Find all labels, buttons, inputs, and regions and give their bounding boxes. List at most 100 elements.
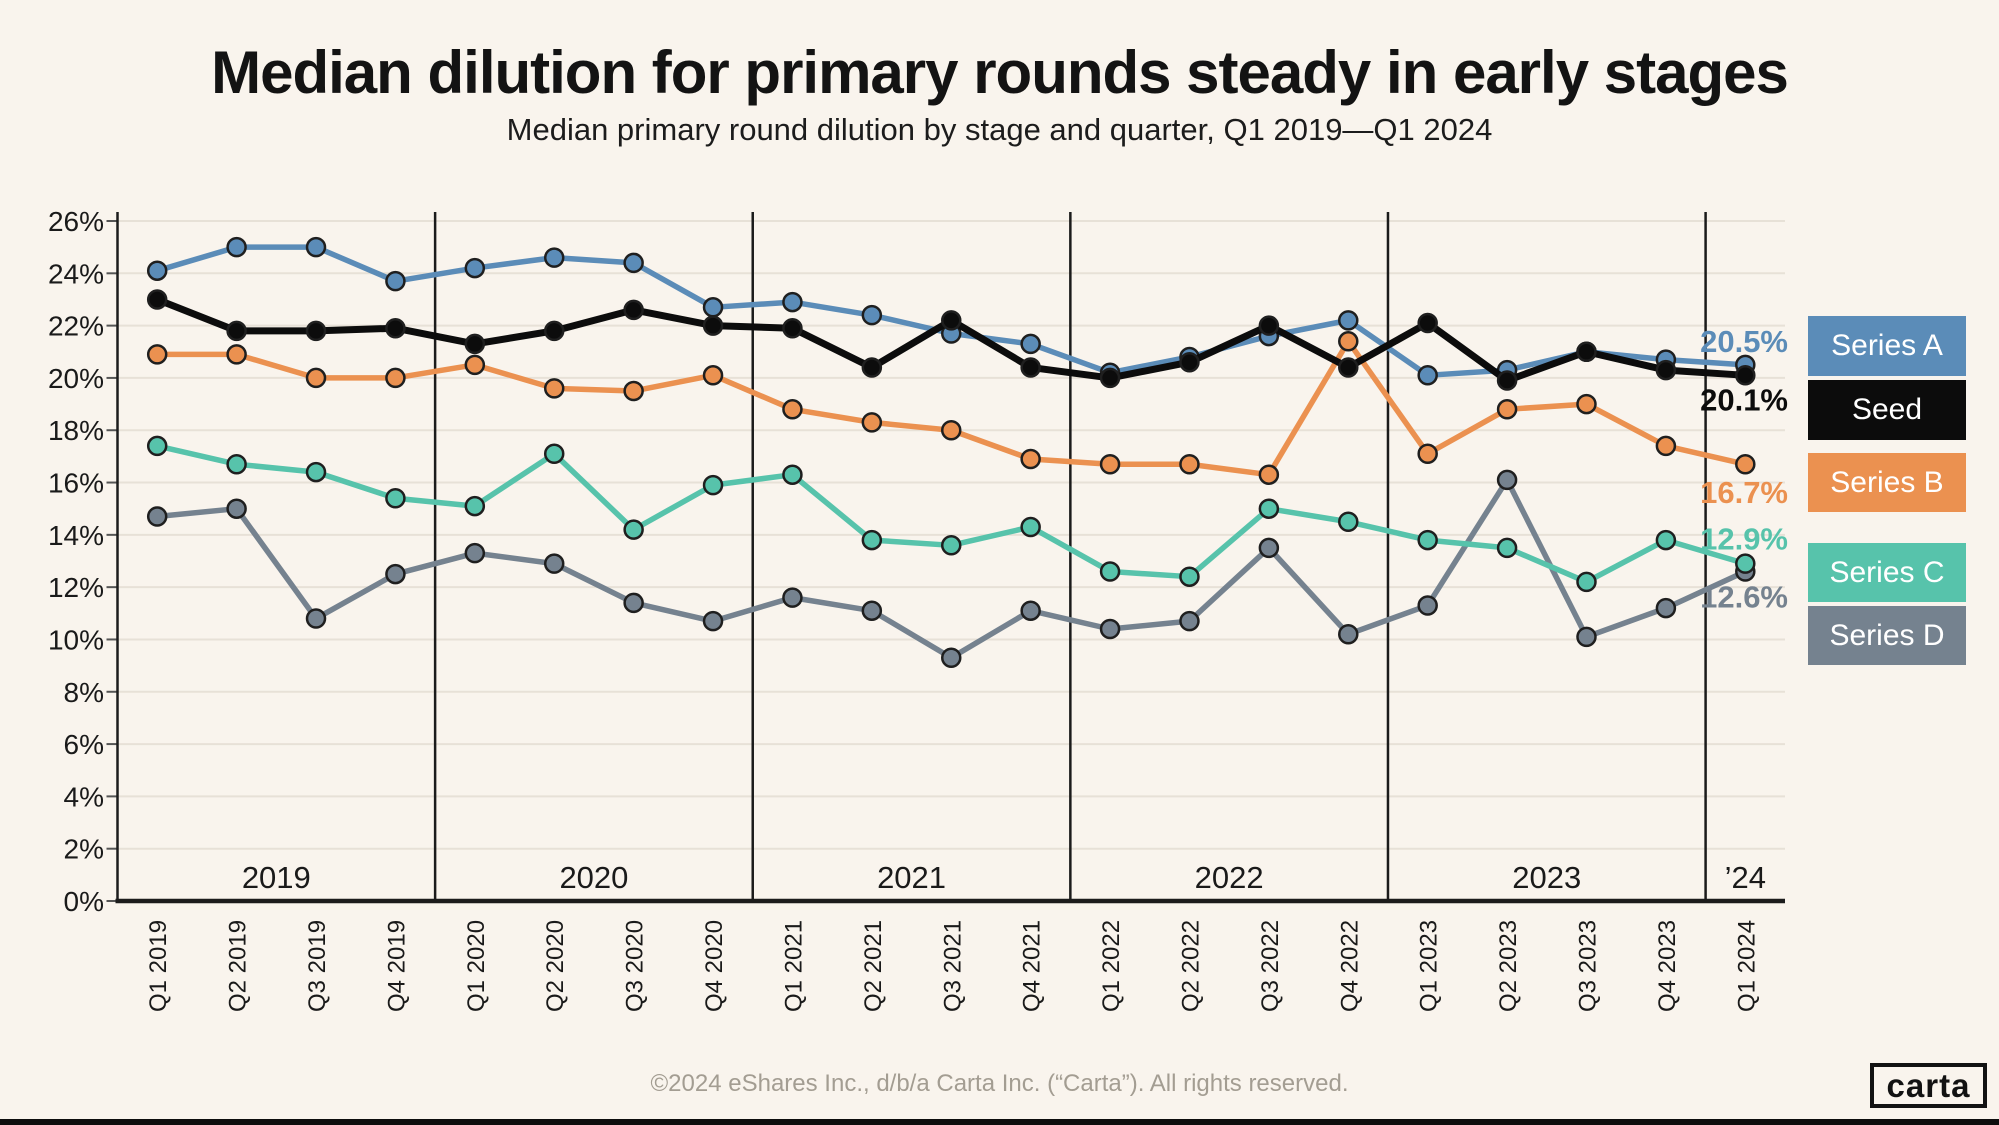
series-d-point [623,592,644,614]
series-b-end-label: 16.7% [1700,475,1788,510]
series-c-point [1576,571,1597,593]
series-c-path [156,443,1747,585]
x-tick-label: Q4 2020 [701,920,728,1012]
seed-point [1735,365,1756,386]
seed-end-label: 20.1% [1700,382,1788,417]
x-tick-label: Q2 2021 [860,920,887,1012]
y-tick-label: 8% [64,677,104,708]
x-tick-label: Q3 2021 [939,920,966,1012]
series-b-point [543,378,565,399]
series-d-point [1020,600,1041,621]
seed-point [305,320,327,342]
page-title: Median dilution for primary rounds stead… [211,39,1789,106]
series-b-point [1338,331,1359,352]
series-c-end-label: 12.9% [1700,522,1788,557]
seed-point [1338,357,1359,378]
year-label: 2019 [242,860,311,895]
series-c-point [1338,511,1359,533]
seed-point [1496,370,1518,391]
x-tick-label: Q1 2019 [145,920,172,1012]
series-b-point [464,354,486,376]
series-a-end-label: 20.5% [1700,324,1788,359]
y-tick-label: 0% [64,886,104,917]
series-d-point [1417,595,1438,616]
x-tick-label: Q3 2022 [1257,920,1284,1012]
seed-point [1576,341,1597,363]
seed-point [1655,359,1677,381]
series-a-point [1417,365,1438,386]
seed-point [146,289,168,310]
series-c-point [1655,529,1677,551]
series-b-point [1735,453,1756,475]
series-b-line [146,331,1756,485]
series-a-point [861,304,883,326]
seed-point [623,299,644,321]
y-tick-label: 20% [48,363,104,394]
seed-point [543,320,565,342]
seed-point [226,320,247,342]
series-b-point [1258,464,1280,485]
series-b-point [1020,448,1041,470]
x-tick-label: Q4 2019 [383,920,410,1012]
page-subtitle: Median primary round dilution by stage a… [506,112,1493,147]
series-c-point [861,529,883,551]
series-b-point [1417,443,1438,465]
copyright-note: ©2024 eShares Inc., d/b/a Carta Inc. (“C… [650,1070,1349,1097]
series-d-point [543,553,565,574]
seed-point [1417,312,1438,334]
series-c-point [1735,553,1756,574]
series-d-point [1338,623,1359,645]
y-tick-label: 24% [48,258,104,289]
year-label: 2022 [1195,860,1264,895]
series-c-point [464,495,486,517]
series-c-point [543,443,565,465]
series-b-point [941,419,962,441]
seed-point [702,315,724,336]
series-d-end-label: 12.6% [1700,579,1788,614]
series-d-point [1099,618,1121,640]
y-tick-label: 2% [64,834,104,865]
series-d-point [782,587,803,608]
x-tick-label: Q2 2020 [542,920,569,1012]
y-tick-label: 12% [48,572,104,603]
seed-point [1020,357,1041,378]
seed-point [782,317,803,339]
y-tick-label: 4% [64,781,104,812]
y-tick-label: 14% [48,520,104,551]
seed-line [146,289,1756,391]
series-a-point [146,260,168,281]
series-b-point [1496,399,1518,420]
series-a-point [1020,333,1041,355]
series-b-point [702,365,724,386]
series-d-point [1258,537,1280,559]
series-c-point [1258,498,1280,519]
seed-point [385,317,406,339]
y-tick-label: 26% [48,206,104,237]
series-c-point [1179,566,1200,587]
series-c-point [385,487,406,509]
x-tick-label: Q4 2021 [1019,920,1046,1012]
series-a-point [782,291,803,313]
series-a-point [226,236,247,258]
seed-point [861,357,883,378]
x-tick-label: Q1 2021 [780,920,807,1012]
series-b-point [385,367,406,389]
x-tick-label: Q1 2024 [1733,920,1760,1012]
seed-point [941,310,962,331]
series-c-point [1099,561,1121,582]
y-tick-label: 18% [48,415,104,446]
series-c-point [702,474,724,496]
series-d-point [305,608,327,629]
series-d-point [1655,597,1677,619]
series-d-line [146,469,1756,669]
x-tick-label: Q1 2022 [1098,920,1125,1012]
x-tick-label: Q1 2020 [463,920,490,1012]
series-a-point [623,252,644,274]
year-label: 2023 [1512,860,1581,895]
seed-point [1179,351,1200,373]
series-b-point [305,367,327,389]
y-tick-label: 16% [48,468,104,499]
seed-point [464,333,486,355]
series-a-point [543,247,565,268]
